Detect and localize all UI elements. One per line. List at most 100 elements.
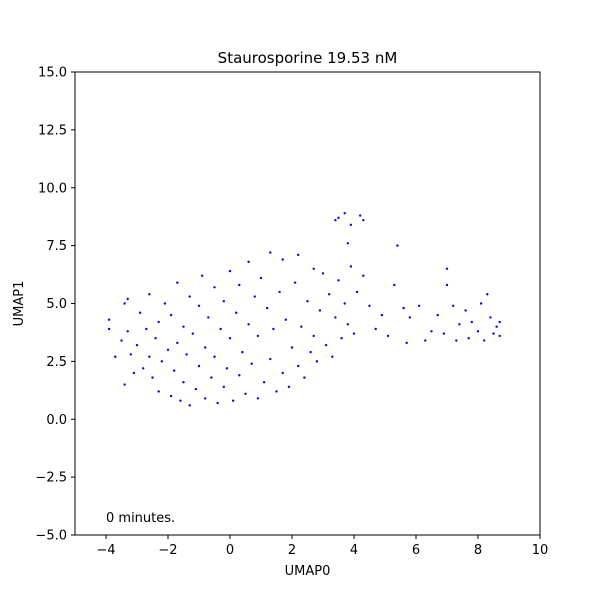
scatter-point	[312, 334, 315, 338]
scatter-point	[458, 323, 461, 326]
scatter-point	[123, 383, 126, 386]
scatter-point	[250, 362, 253, 365]
scatter-point	[185, 353, 188, 356]
scatter-point	[455, 339, 458, 342]
scatter-point	[200, 274, 204, 277]
scatter-point	[176, 281, 179, 284]
scatter-point	[188, 404, 191, 407]
x-axis-ticks: −4 −2 0 2 4 6 8 10	[96, 535, 548, 558]
scatter-point	[126, 297, 129, 301]
scatter-point	[343, 302, 346, 305]
chart-title: Staurosporine 19.53 nM	[218, 49, 398, 67]
scatter-point	[442, 332, 446, 335]
scatter-point	[498, 334, 501, 338]
scatter-point	[191, 332, 194, 335]
scatter-point	[287, 385, 291, 389]
scatter-point	[247, 323, 250, 326]
scatter-point	[266, 306, 269, 310]
scatter-point	[290, 346, 294, 349]
scatter-point	[417, 304, 421, 308]
x-tick-label: 0	[226, 543, 234, 558]
scatter-point	[445, 267, 449, 270]
x-tick-label: 6	[412, 543, 420, 558]
scatter-point	[343, 212, 346, 215]
scatter-point	[259, 276, 263, 280]
scatter-point	[386, 334, 390, 338]
scatter-points	[107, 212, 501, 407]
scatter-point	[303, 376, 306, 379]
scatter-point	[362, 274, 365, 277]
scatter-point	[222, 385, 225, 389]
scatter-point	[349, 265, 353, 268]
scatter-point	[380, 313, 384, 317]
y-tick-label: 7.5	[46, 239, 67, 254]
scatter-point	[324, 343, 328, 347]
scatter-point	[256, 334, 260, 338]
y-axis-ticks: −5.0 −2.5 0.0 2.5 5.0 7.5 10.0 12.5 15.0	[35, 66, 75, 544]
scatter-point	[225, 367, 229, 370]
scatter-point	[126, 330, 129, 333]
scatter-point	[129, 353, 132, 356]
scatter-point	[166, 348, 170, 351]
scatter-point	[120, 339, 123, 342]
y-tick-label: 5.0	[46, 297, 67, 312]
scatter-point	[495, 325, 498, 328]
scatter-point	[114, 355, 117, 358]
scatter-point	[300, 325, 303, 328]
scatter-point	[374, 327, 377, 331]
scatter-point	[157, 320, 160, 324]
scatter-point	[241, 350, 244, 354]
y-tick-label: −5.0	[35, 529, 67, 544]
scatter-point	[464, 309, 467, 312]
x-tick-label: 4	[350, 543, 358, 558]
scatter-point	[247, 260, 250, 264]
scatter-point	[269, 251, 272, 254]
scatter-point	[476, 330, 480, 333]
scatter-point	[160, 360, 163, 363]
scatter-point	[346, 323, 349, 326]
scatter-point	[331, 355, 334, 358]
scatter-point	[163, 302, 167, 305]
scatter-point	[362, 218, 365, 222]
scatter-point	[173, 369, 176, 372]
scatter-point	[408, 316, 411, 319]
y-tick-label: 15.0	[38, 66, 67, 81]
scatter-point	[312, 267, 315, 270]
scatter-point	[346, 242, 349, 245]
scatter-point	[194, 387, 198, 391]
scatter-point	[445, 283, 449, 287]
scatter-point	[145, 327, 148, 331]
scatter-point	[151, 376, 154, 379]
scatter-point	[340, 337, 343, 340]
scatter-point	[483, 339, 486, 342]
scatter-point	[213, 286, 216, 289]
y-tick-label: 0.0	[46, 413, 67, 428]
scatter-point	[269, 357, 272, 361]
scatter-point	[368, 304, 371, 308]
scatter-point	[470, 320, 473, 324]
scatter-point	[337, 279, 340, 282]
scatter-point	[142, 367, 145, 370]
scatter-point	[253, 295, 256, 298]
scatter-point	[244, 392, 247, 395]
scatter-point	[216, 401, 219, 405]
scatter-point	[424, 339, 427, 342]
scatter-point	[405, 341, 408, 345]
scatter-point	[318, 309, 322, 312]
scatter-point	[352, 332, 356, 335]
y-axis-label: UMAP1	[12, 281, 27, 327]
scatter-point	[132, 371, 136, 375]
scatter-point	[179, 399, 182, 402]
scatter-point	[272, 327, 275, 331]
scatter-point	[207, 316, 210, 319]
scatter-point	[123, 302, 126, 305]
scatter-point	[309, 350, 312, 354]
scatter-point	[281, 258, 284, 261]
scatter-point	[157, 390, 160, 393]
scatter-point	[228, 269, 232, 273]
scatter-point	[486, 293, 489, 296]
scatter-point	[281, 371, 284, 375]
scatter-point	[197, 304, 201, 308]
scatter-point	[154, 337, 157, 340]
scatter-point	[452, 304, 455, 308]
